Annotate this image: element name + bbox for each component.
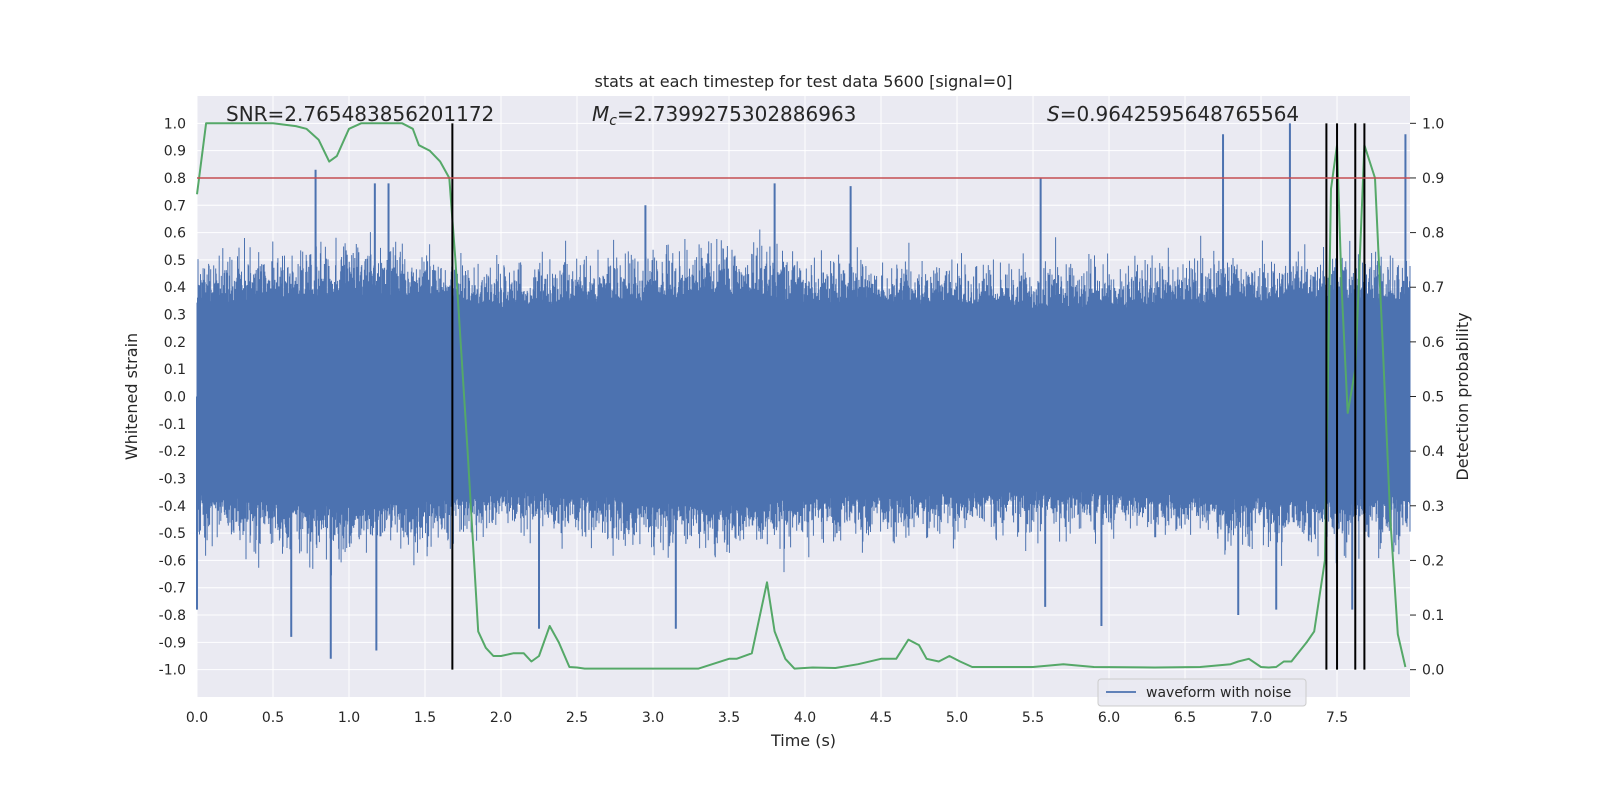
- x-tick-label: 0.0: [186, 710, 208, 726]
- statistic-value: =0.9642595648765564: [1060, 102, 1299, 126]
- x-tick-label: 3.5: [718, 710, 740, 726]
- left-y-tick-label: -0.3: [159, 471, 186, 487]
- left-y-tick-label: -0.9: [159, 635, 186, 651]
- x-tick-label: 7.5: [1326, 710, 1348, 726]
- left-y-tick-label: -1.0: [159, 663, 186, 679]
- x-tick-label: 5.5: [1022, 710, 1044, 726]
- x-tick-label: 2.0: [490, 710, 512, 726]
- statistic-symbol: S: [1047, 102, 1060, 126]
- right-y-axis-label: Detection probability: [1453, 312, 1472, 480]
- right-y-tick-label: 0.4: [1422, 444, 1444, 460]
- statistic-annotation: S=0.9642595648765564: [1047, 102, 1299, 126]
- right-y-tick-label: 1.0: [1422, 116, 1444, 132]
- chirp-mass-annotation: Mc=2.7399275302886963: [592, 102, 856, 129]
- right-y-tick-label: 0.2: [1422, 553, 1444, 569]
- legend-box: [1097, 678, 1307, 707]
- left-y-axis-label: Whitened strain: [122, 333, 141, 460]
- x-tick-label: 0.5: [262, 710, 284, 726]
- chirp-mass-symbol: M: [592, 102, 609, 126]
- left-y-tick-label: 0.8: [164, 171, 186, 187]
- left-y-tick-label: 0.0: [164, 390, 186, 406]
- left-y-tick-label: 0.1: [164, 362, 186, 378]
- left-y-tick-label: 0.5: [164, 253, 186, 269]
- vertical-marker-lines: [451, 123, 1366, 670]
- x-tick-label: 5.0: [946, 710, 968, 726]
- right-y-tick-label: 0.5: [1422, 390, 1444, 406]
- left-y-tick-label: 1.0: [164, 116, 186, 132]
- left-y-axis-ticks: 1.0 0.9 0.8 0.7 0.6 0.5 0.4 0.3 0.2 0.1 0.0 -0.1 -0.…: [159, 116, 186, 678]
- x-tick-label: 3.0: [642, 710, 664, 726]
- right-y-tick-label: 0.3: [1422, 499, 1444, 515]
- x-tick-label: 6.5: [1174, 710, 1196, 726]
- x-tick-label: 6.0: [1098, 710, 1120, 726]
- left-y-tick-label: 0.9: [164, 144, 186, 160]
- detection-probability-series: [196, 122, 1407, 670]
- right-y-tick-label: 0.9: [1422, 171, 1444, 187]
- x-axis-ticks: 0.0 0.5 1.0 1.5 2.0 2.5 3.0 3.5 4.0 4.5 5.0 5.5 6.0 6…: [186, 710, 1348, 726]
- x-tick-label: 4.5: [870, 710, 892, 726]
- right-y-tick-label: 0.0: [1422, 663, 1444, 679]
- chart-legend: waveform with noise: [1097, 678, 1307, 707]
- left-y-tick-label: 0.7: [164, 198, 186, 214]
- left-y-tick-label: -0.6: [159, 553, 186, 569]
- x-tick-label: 2.5: [566, 710, 588, 726]
- left-y-tick-label: -0.7: [159, 581, 186, 597]
- chart-title: stats at each timestep for test data 560…: [594, 72, 1012, 91]
- chirp-mass-subscript: c: [609, 113, 617, 129]
- left-y-tick-label: -0.2: [159, 444, 186, 460]
- detection-probability-line: [196, 122, 1407, 670]
- left-y-tick-label: 0.2: [164, 335, 186, 351]
- x-axis-label: Time (s): [770, 731, 836, 750]
- snr-annotation: SNR=2.765483856201172: [226, 102, 494, 126]
- left-y-tick-label: 0.4: [164, 280, 186, 296]
- x-tick-label: 1.5: [414, 710, 436, 726]
- legend-label-waveform: waveform with noise: [1146, 685, 1291, 701]
- x-tick-label: 4.0: [794, 710, 816, 726]
- right-y-tick-label: 0.1: [1422, 608, 1444, 624]
- left-y-tick-label: -0.1: [159, 417, 186, 433]
- left-y-tick-label: -0.4: [159, 499, 186, 515]
- left-y-tick-label: -0.5: [159, 526, 186, 542]
- left-y-tick-label: 0.6: [164, 226, 186, 242]
- x-tick-label: 7.0: [1250, 710, 1272, 726]
- right-y-tick-label: 0.6: [1422, 335, 1444, 351]
- right-y-tick-label: 0.7: [1422, 280, 1444, 296]
- left-y-tick-label: -0.8: [159, 608, 186, 624]
- right-y-tick-label: 0.8: [1422, 226, 1444, 242]
- x-tick-label: 1.0: [338, 710, 360, 726]
- chirp-mass-value: =2.7399275302886963: [617, 102, 856, 126]
- right-y-axis-ticks: 1.0 0.9 0.8 0.7 0.6 0.5 0.4 0.3 0.2 0.1 0.0: [1410, 116, 1444, 679]
- left-y-tick-label: 0.3: [164, 308, 186, 324]
- waveform-series: [196, 123, 1411, 659]
